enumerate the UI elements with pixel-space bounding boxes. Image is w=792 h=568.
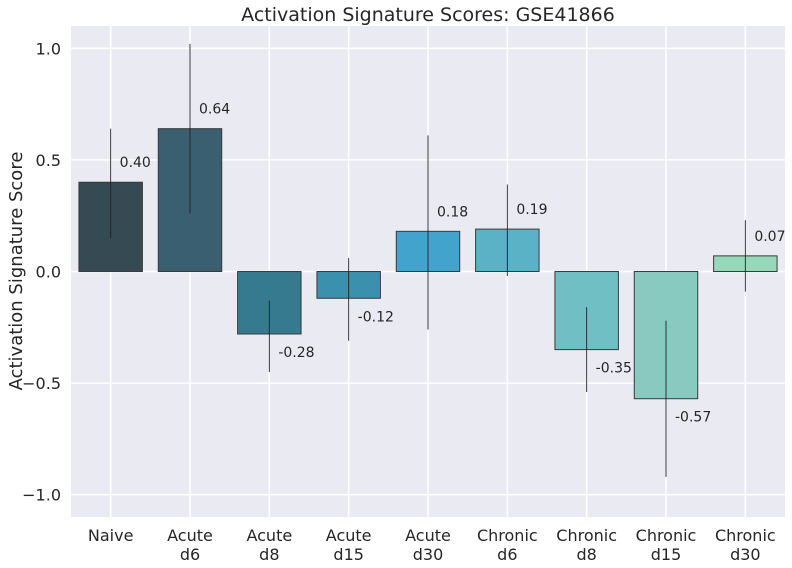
data-label: -0.35 bbox=[596, 361, 632, 377]
x-tick-label: Chronic d30 bbox=[715, 526, 776, 564]
data-label: 0.18 bbox=[437, 204, 468, 220]
chart-title: Activation Signature Scores: GSE41866 bbox=[241, 4, 615, 26]
x-tick-label: Chronic d15 bbox=[636, 526, 697, 564]
data-label: 0.07 bbox=[754, 229, 785, 245]
x-tick-label: Chronic d6 bbox=[477, 526, 538, 564]
x-tick-label: Acute d15 bbox=[326, 526, 372, 564]
y-tick-label: 0.0 bbox=[36, 263, 61, 282]
y-tick-label: 0.5 bbox=[36, 151, 61, 170]
y-tick-label: 1.0 bbox=[36, 39, 61, 58]
y-axis-label: Activation Signature Score bbox=[6, 152, 27, 391]
data-labels: 0.40 0.64 -0.28 -0.12 0.18 0.19 -0.35 -0.57 0.07 bbox=[120, 102, 786, 426]
y-tick-label: −0.5 bbox=[22, 374, 61, 393]
x-tick-label: Acute d8 bbox=[246, 526, 292, 564]
data-label: -0.28 bbox=[278, 345, 314, 361]
data-label: 0.19 bbox=[516, 202, 547, 218]
data-label: 0.64 bbox=[199, 102, 230, 118]
data-label: 0.40 bbox=[120, 155, 151, 171]
y-tick-labels: −1.0 −0.5 0.0 0.5 1.0 bbox=[22, 39, 61, 504]
x-tick-label: Acute d6 bbox=[167, 526, 213, 564]
data-label: -0.57 bbox=[675, 410, 711, 426]
x-tick-label: Naive bbox=[88, 526, 134, 545]
error-bars bbox=[110, 43, 746, 477]
data-label: -0.12 bbox=[358, 309, 394, 325]
x-tick-label: Acute d30 bbox=[405, 526, 451, 564]
x-tick-label: Chronic d8 bbox=[556, 526, 617, 564]
y-tick-label: −1.0 bbox=[22, 486, 61, 505]
x-tick-labels: Naive Acute d6 Acute d8 Acute d15 Acute d30 Chron… bbox=[88, 526, 776, 564]
